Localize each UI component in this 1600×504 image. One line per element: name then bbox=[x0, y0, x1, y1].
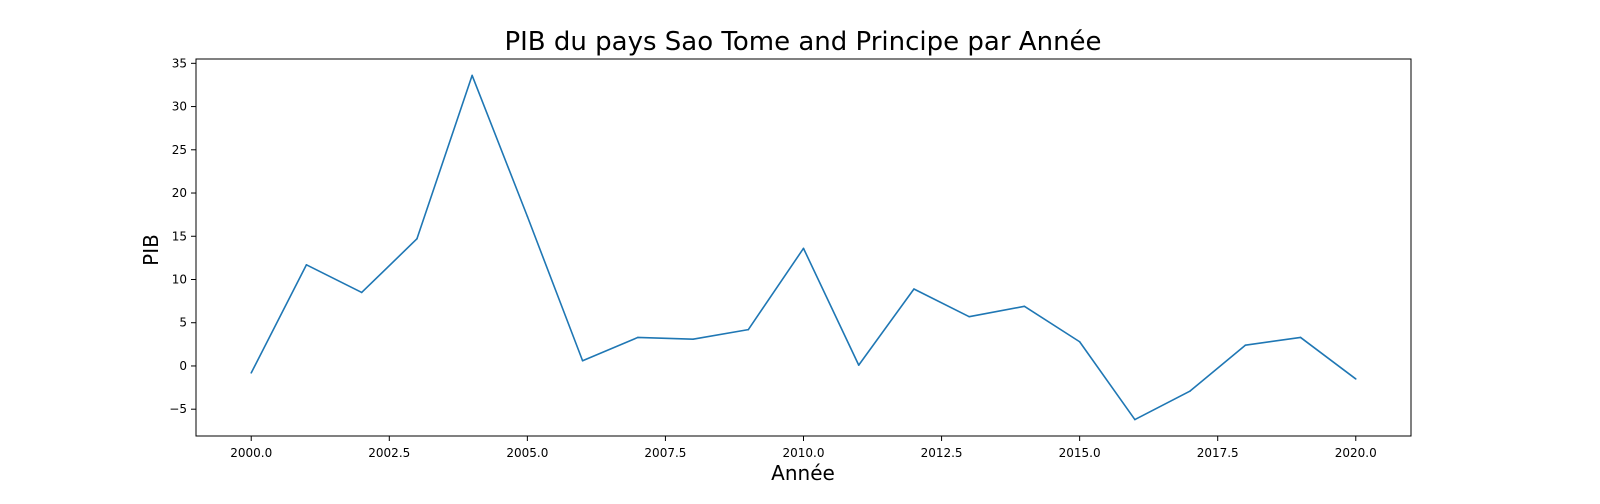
data-point bbox=[250, 372, 253, 374]
series-line bbox=[250, 74, 1357, 421]
data-point bbox=[802, 247, 805, 250]
data-point bbox=[1023, 305, 1026, 308]
plot-frame bbox=[195, 58, 1412, 437]
data-point bbox=[968, 315, 970, 318]
data-point bbox=[913, 288, 915, 290]
y-tick-label: 15 bbox=[172, 229, 187, 243]
data-point bbox=[1354, 378, 1357, 380]
y-tick-label: 5 bbox=[179, 316, 187, 330]
x-tick-label: 2020.0 bbox=[1335, 446, 1377, 460]
data-point bbox=[1134, 418, 1136, 421]
x-tick-label: 2017.5 bbox=[1197, 446, 1239, 460]
data-point bbox=[692, 338, 694, 340]
data-point bbox=[416, 238, 418, 240]
data-point bbox=[1244, 344, 1247, 347]
x-axis-label: Année bbox=[771, 461, 835, 485]
x-tick-label: 2015.0 bbox=[1059, 446, 1101, 460]
y-axis-label: PIB bbox=[139, 234, 163, 266]
data-point bbox=[1189, 390, 1191, 392]
data-point bbox=[471, 74, 473, 77]
data-point bbox=[747, 328, 750, 331]
y-tick-label: 35 bbox=[172, 56, 187, 70]
y-tick-label: 0 bbox=[179, 359, 187, 373]
x-tick-label: 2012.5 bbox=[921, 446, 963, 460]
x-tick-label: 2000.0 bbox=[230, 446, 272, 460]
data-point bbox=[857, 364, 860, 366]
y-tick-label: 10 bbox=[172, 272, 187, 286]
y-tick-label: 25 bbox=[172, 143, 187, 157]
y-tick-label: 30 bbox=[172, 100, 187, 114]
data-point bbox=[581, 359, 584, 362]
data-point bbox=[305, 263, 308, 266]
y-tick-label: −5 bbox=[169, 402, 187, 416]
y-tick-label: 20 bbox=[172, 186, 187, 200]
chart-title: PIB du pays Sao Tome and Principe par An… bbox=[504, 27, 1101, 57]
data-point bbox=[1299, 336, 1302, 339]
y-axis: −5 0 5 10 15 20 25 30 35 bbox=[169, 56, 196, 416]
x-tick-label: 2010.0 bbox=[783, 446, 825, 460]
series-layer bbox=[250, 74, 1357, 421]
data-point bbox=[637, 336, 639, 339]
data-point bbox=[1078, 340, 1081, 343]
data-point bbox=[360, 291, 363, 294]
x-tick-label: 2002.5 bbox=[368, 446, 410, 460]
data-point bbox=[526, 215, 529, 218]
x-axis: 2000.0 2002.5 2005.0 2007.5 2010.0 2012.5 2015… bbox=[230, 436, 1377, 460]
x-tick-label: 2007.5 bbox=[644, 446, 686, 460]
x-tick-label: 2005.0 bbox=[506, 446, 548, 460]
